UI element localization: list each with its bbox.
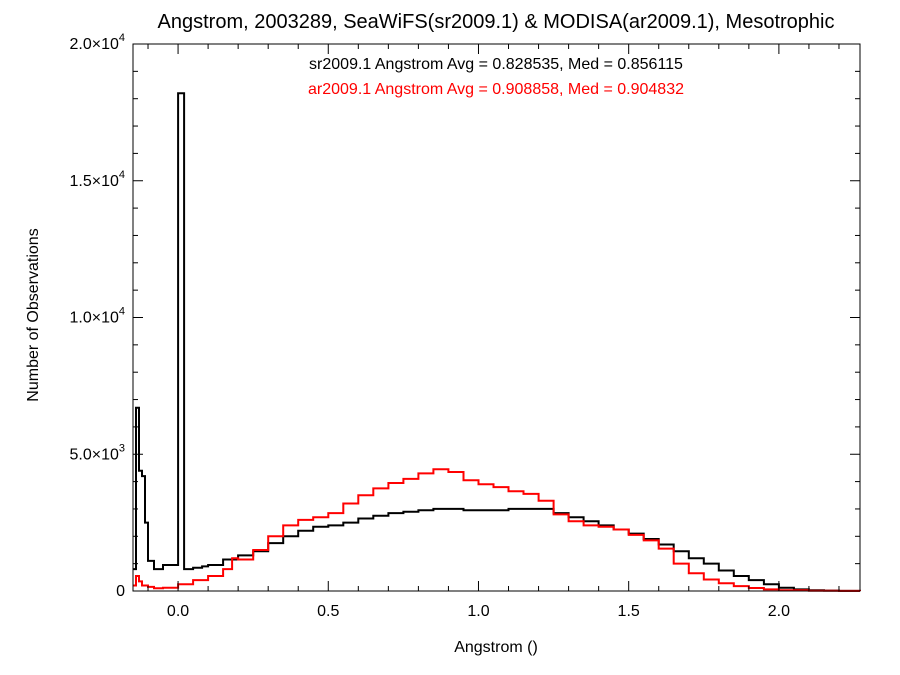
series-layer bbox=[133, 92, 861, 592]
series-line-2 bbox=[133, 468, 861, 592]
y-tick-label: 2.0×104 bbox=[69, 32, 125, 53]
x-tick-label: 0.0 bbox=[167, 603, 189, 620]
series-line-1 bbox=[133, 92, 861, 592]
x-tick-label: 1.0 bbox=[467, 603, 489, 620]
x-tick-label: 0.5 bbox=[317, 603, 339, 620]
y-tick-label: 5.0×103 bbox=[69, 442, 125, 463]
y-tick-label: 1.0×104 bbox=[69, 306, 125, 327]
x-tick-label: 2.0 bbox=[768, 603, 790, 620]
x-tick-label: 1.5 bbox=[618, 603, 640, 620]
annotation-layer: sr2009.1 Angstrom Avg = 0.828535, Med = … bbox=[308, 56, 684, 98]
axes-layer: 0.0 0.5 1.0 1.5 2.0 0 5.0×103 1.0×104 1.5×104 2.0… bbox=[69, 32, 861, 620]
chart-title: Angstrom, 2003289, SeaWiFS(sr2009.1) & M… bbox=[158, 11, 835, 33]
stats-annotation-1: sr2009.1 Angstrom Avg = 0.828535, Med = … bbox=[309, 56, 683, 73]
plot-frame bbox=[132, 43, 861, 592]
y-tick-label: 0 bbox=[116, 583, 125, 600]
y-axis-label: Number of Observations bbox=[25, 228, 42, 401]
stats-annotation-2: ar2009.1 Angstrom Avg = 0.908858, Med = … bbox=[308, 81, 684, 98]
x-axis-label: Angstrom () bbox=[454, 639, 538, 656]
y-tick-label: 1.5×104 bbox=[69, 169, 125, 190]
